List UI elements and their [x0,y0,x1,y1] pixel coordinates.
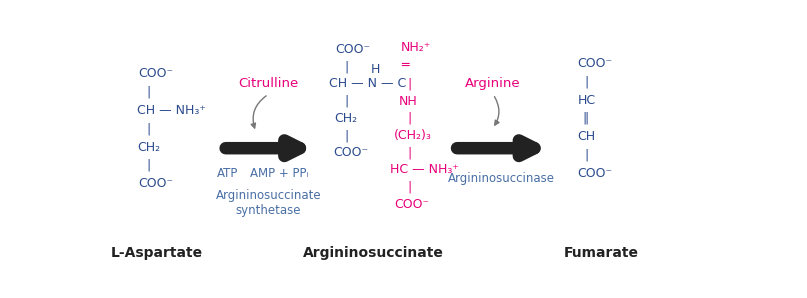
Text: |: | [408,77,412,91]
Text: HC — NH₃⁺: HC — NH₃⁺ [391,164,459,176]
Text: Argininosuccinate
synthetase: Argininosuccinate synthetase [215,189,321,217]
Text: HC: HC [578,94,596,106]
Text: Citrulline: Citrulline [238,77,299,91]
Text: COO⁻: COO⁻ [394,198,429,211]
Text: ‖: ‖ [583,112,588,125]
Text: AMP + PPᵢ: AMP + PPᵢ [249,167,308,180]
Text: CH — NH₃⁺: CH — NH₃⁺ [137,104,206,117]
Text: |: | [345,60,349,73]
Text: |: | [345,95,349,108]
Text: COO⁻: COO⁻ [333,146,369,159]
Text: Fumarate: Fumarate [564,246,638,260]
Text: COO⁻: COO⁻ [336,43,370,56]
Text: |: | [584,75,588,88]
Text: CH₂: CH₂ [137,141,161,153]
Text: COO⁻: COO⁻ [578,57,613,70]
Text: H: H [371,63,380,75]
Text: ATP: ATP [216,167,238,180]
Text: CH₂: CH₂ [334,112,358,125]
Text: L-Aspartate: L-Aspartate [111,246,203,260]
Text: |: | [147,86,151,98]
Text: NH: NH [399,95,418,108]
Text: CH — N — C: CH — N — C [328,77,406,91]
Text: CH: CH [578,130,596,143]
Text: |: | [408,146,412,159]
Text: Arginine: Arginine [465,77,521,91]
Text: |: | [147,122,151,135]
Text: Argininosuccinate: Argininosuccinate [303,246,443,260]
Text: |: | [584,149,588,162]
Text: |: | [147,159,151,172]
Text: (CH₂)₃: (CH₂)₃ [394,129,432,142]
Text: |: | [408,112,412,125]
Text: COO⁻: COO⁻ [139,67,174,80]
Text: ═: ═ [401,59,408,72]
Text: |: | [345,129,349,142]
Text: COO⁻: COO⁻ [139,177,174,190]
Text: Argininosuccinase: Argininosuccinase [448,172,555,184]
Text: |: | [408,181,412,194]
Text: COO⁻: COO⁻ [578,167,613,180]
Text: NH₂⁺: NH₂⁺ [400,41,431,54]
